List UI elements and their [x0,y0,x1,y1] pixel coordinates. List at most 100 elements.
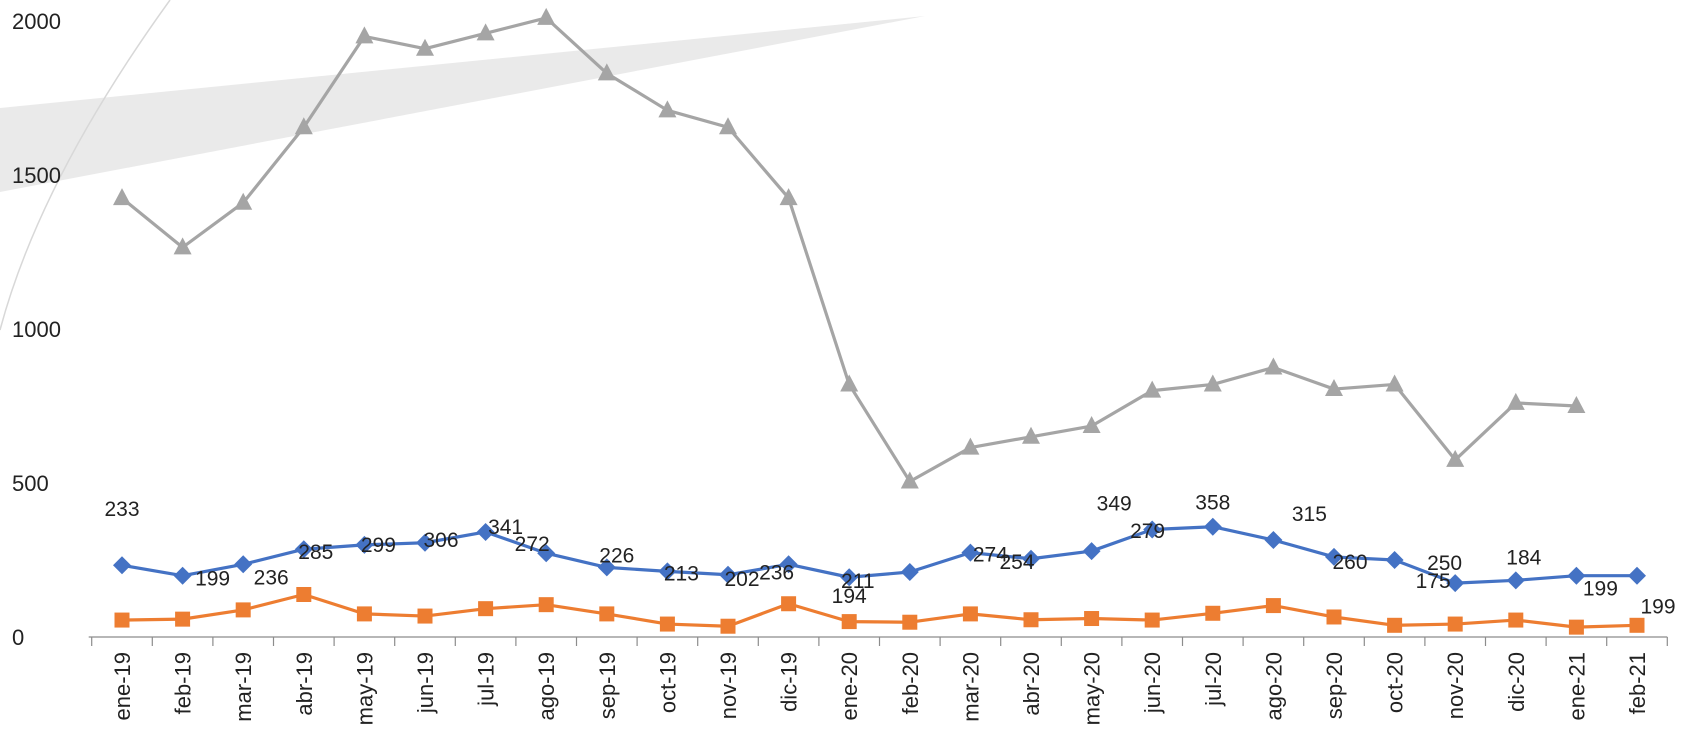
data-point-square [1084,611,1100,627]
data-label: 306 [423,529,458,552]
data-point-triangle [1082,416,1101,434]
x-tick-label: mar-19 [231,652,256,722]
data-point-square [356,606,372,622]
data-point-diamond [355,535,374,554]
data-label: 194 [832,585,867,608]
data-point-triangle [1567,396,1586,413]
data-point-triangle [294,117,313,135]
data-point-diamond [294,540,313,559]
x-tick-label: may-19 [352,652,377,725]
x-tick-label: mar-20 [958,652,983,722]
x-tick-label: abr-19 [292,652,317,716]
data-label: 236 [254,566,289,589]
data-label: 175 [1416,570,1451,593]
data-label: 274 [973,544,1008,567]
data-point-triangle [1385,374,1404,392]
x-tick-label: ago-20 [1261,652,1286,721]
data-point-diamond [173,566,192,585]
data-point-triangle [840,374,859,392]
data-point-diamond [1143,520,1162,539]
data-label: 213 [664,562,699,585]
data-point-diamond [779,555,798,574]
data-point-diamond [961,543,980,562]
data-label: 184 [1506,546,1541,569]
data-point-triangle [1264,357,1283,375]
data-point-triangle [597,63,616,81]
x-tick-label: sep-20 [1322,652,1347,719]
x-tick-label: feb-20 [898,652,923,714]
data-label: 315 [1292,503,1327,526]
data-point-diamond [1385,551,1404,569]
data-point-diamond [658,562,677,581]
x-tick-label: ago-19 [534,652,559,721]
data-point-triangle [719,117,737,135]
x-tick-label: may-20 [1080,652,1105,725]
data-label: 299 [361,534,396,557]
data-label: 250 [1427,552,1462,575]
y-tick-label: 500 [12,471,49,496]
x-tick-label: oct-19 [655,652,680,713]
data-label: 285 [298,541,333,564]
data-point-diamond [1264,530,1283,549]
data-point-triangle [658,100,677,118]
data-point-square [841,614,857,630]
background-arc [0,0,171,331]
data-point-square [1508,612,1524,628]
data-point-square [720,618,736,634]
data-point-diamond [597,558,616,577]
data-label: 233 [104,498,139,521]
data-point-diamond [900,563,919,582]
data-point-diamond [1567,566,1586,585]
data-point-triangle [1143,380,1162,398]
x-tick-label: ene-19 [110,652,135,721]
data-label: 199 [1640,596,1675,619]
x-tick-label: jun-20 [1140,652,1165,714]
data-point-square [902,614,918,630]
data-label: 199 [1583,578,1618,601]
data-label: 358 [1195,492,1230,515]
data-point-diamond [1628,566,1646,585]
data-point-square [235,602,251,618]
data-point-diamond [1203,517,1222,536]
data-label: 279 [1130,520,1165,543]
data-point-triangle [476,23,495,41]
y-tick-label: 2000 [12,9,61,34]
x-tick-label: ene-20 [837,652,862,721]
data-label: 226 [599,544,634,567]
data-point-diamond [113,556,131,575]
data-point-triangle [900,471,919,489]
x-tick-label: jul-20 [1201,652,1226,707]
x-tick-label: abr-20 [1019,652,1044,716]
data-point-triangle [173,237,192,255]
background-swoosh [0,16,925,192]
data-point-diamond [537,544,556,563]
data-point-diamond [719,565,737,584]
data-label: 272 [515,533,550,556]
x-tick-label: nov-20 [1443,652,1468,719]
data-point-square [1023,612,1039,628]
data-point-square [1205,605,1221,621]
data-point-diamond [416,533,434,552]
data-label: 349 [1097,493,1132,516]
series-line [121,525,1637,585]
data-point-square [781,596,797,612]
data-point-triangle [1506,392,1525,410]
x-tick-label: jun-19 [413,652,438,714]
data-point-square [659,616,675,632]
data-point-square [1265,598,1281,614]
data-point-triangle [1446,449,1465,467]
x-tick-label: sep-19 [595,652,620,719]
data-label: 236 [759,561,794,584]
data-point-square [1326,609,1342,625]
data-point-square [114,612,130,628]
data-point-diamond [234,555,253,574]
data-point-triangle [1022,426,1040,444]
data-point-square [1387,617,1403,633]
axes: 0 500 1000 1500 2000 ene-19 feb-19 mar-19 abr-19… [12,9,1668,725]
data-point-triangle [113,188,131,206]
data-point-triangle [416,38,434,56]
x-tick-label: dic-20 [1504,652,1529,712]
data-point-square [478,601,494,617]
data-point-square [175,611,191,627]
